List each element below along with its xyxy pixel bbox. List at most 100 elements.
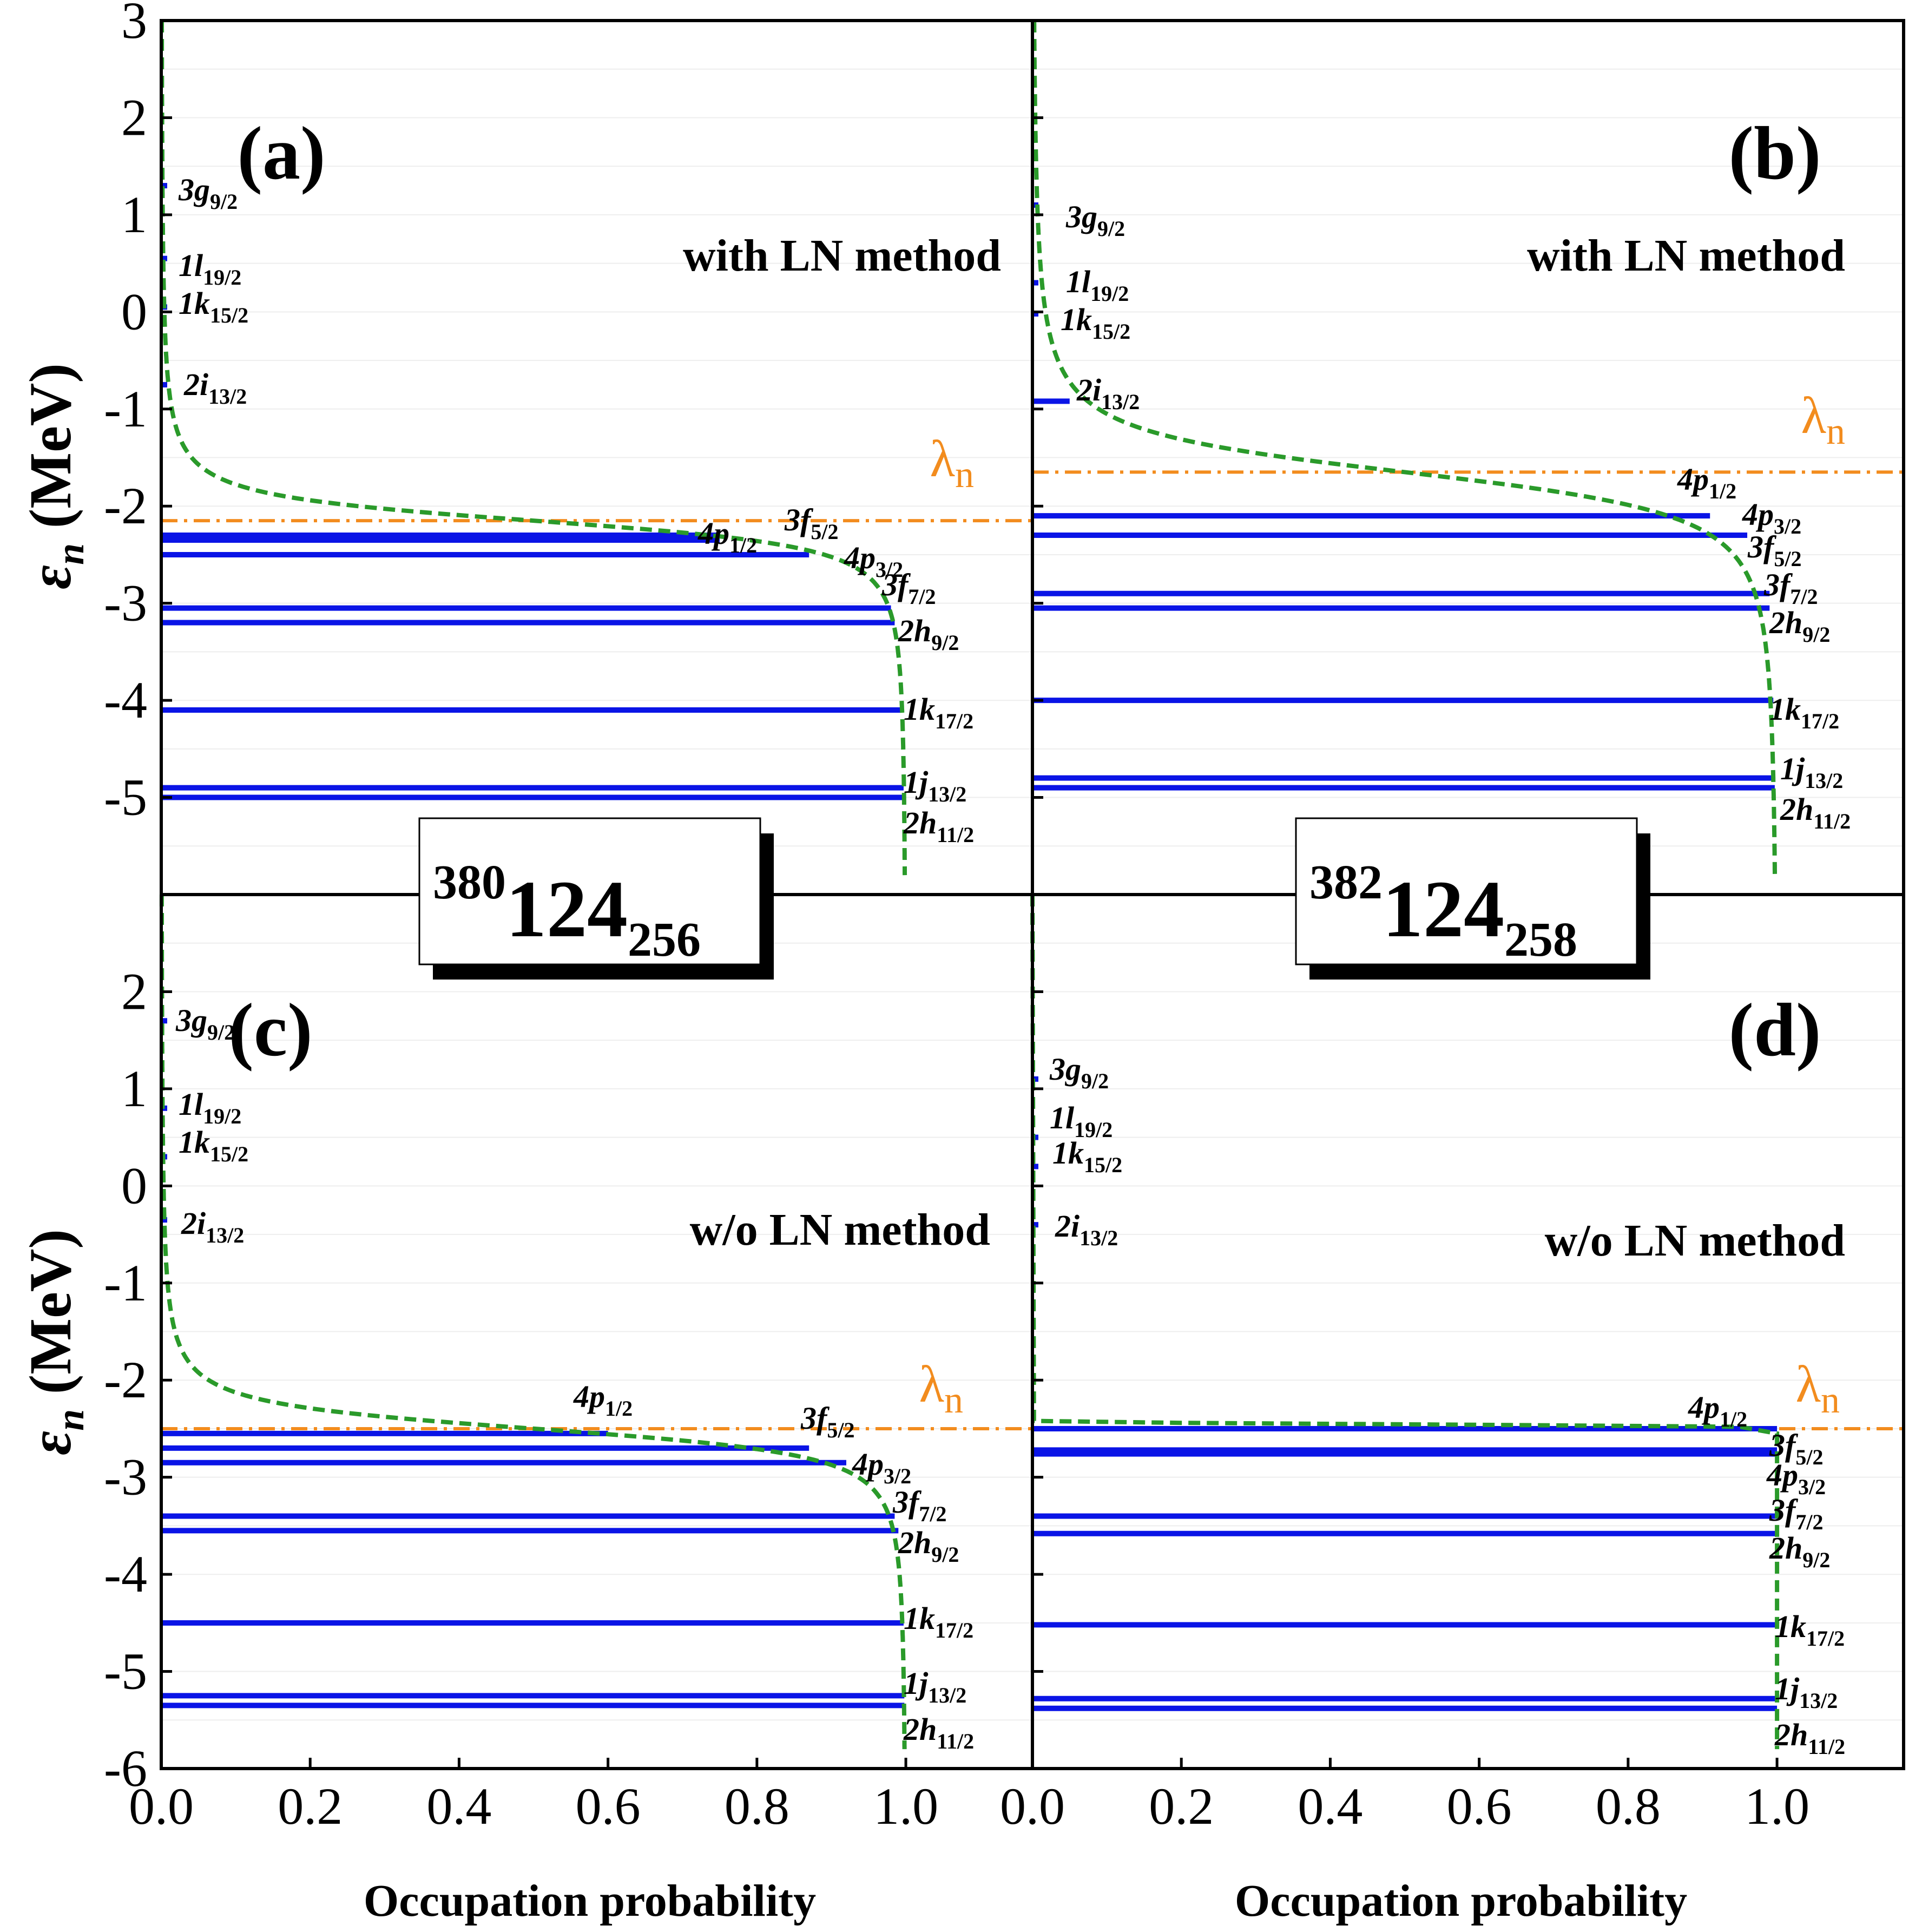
level-label: 3f5/2 [1769, 1428, 1823, 1469]
level-label: 3f7/2 [892, 1484, 946, 1526]
fermi-curve [159, 895, 907, 1750]
nucleus-label: 380124256 [433, 856, 701, 967]
lambda-label: λn [919, 1355, 963, 1421]
level-label: 1l19/2 [179, 248, 241, 290]
y-tick-label: -3 [104, 574, 147, 632]
level-label: 3g9/2 [175, 1003, 235, 1044]
level-label: 1j13/2 [1775, 1671, 1838, 1713]
x-tick-label: 0.2 [278, 1777, 343, 1835]
y-tick-label: -6 [104, 1739, 147, 1797]
y-tick-label: -5 [104, 768, 147, 826]
level-label: 3f5/2 [1747, 529, 1801, 571]
level-label: 1k15/2 [1061, 302, 1130, 344]
nucleus-box-right: 382124258 [1295, 817, 1650, 980]
panel-letter: (b) [1728, 111, 1821, 195]
fermi-curve [160, 21, 907, 876]
x-tick-label: 0.4 [426, 1777, 491, 1835]
level-label: 2h11/2 [903, 805, 974, 847]
y-axis-symbol: ε [17, 565, 83, 589]
y-tick-label: 3 [121, 0, 147, 49]
level-label: 1l19/2 [1066, 264, 1129, 306]
panel-letter: (c) [228, 988, 312, 1072]
y-tick-label: -4 [104, 671, 147, 729]
y-tick-label: -4 [104, 1545, 147, 1603]
level-label: 1k17/2 [1769, 692, 1839, 733]
x-tick-label: 1.0 [873, 1777, 938, 1835]
x-axis-title-left: Occupation probability [364, 1876, 816, 1926]
method-label: with LN method [683, 231, 1001, 281]
svg-text:εn (MeV): εn (MeV) [17, 363, 92, 589]
svg-text:εn (MeV): εn (MeV) [17, 1229, 92, 1455]
level-label: 2i13/2 [183, 367, 247, 409]
level-label: 1j13/2 [904, 1666, 966, 1707]
level-label: 2h9/2 [898, 613, 959, 655]
level-label: 2h9/2 [1769, 605, 1830, 647]
y-tick-label: 1 [121, 186, 147, 244]
level-label: 1j13/2 [1780, 751, 1843, 793]
level-label: 4p3/2 [1766, 1457, 1826, 1499]
nucleus-label: 382124258 [1309, 856, 1577, 967]
x-tick-label: 0.8 [1596, 1777, 1661, 1835]
panel-letter: (d) [1728, 988, 1821, 1072]
x-tick-label: 0.0 [1000, 1777, 1065, 1835]
y-tick-label: 0 [121, 282, 147, 340]
nucleus-box [418, 817, 761, 965]
level-label: 3f7/2 [881, 567, 936, 609]
level-label: 4p1/2 [697, 516, 757, 557]
y-axis-title: (MeV) [17, 363, 83, 528]
method-label: w/o LN method [690, 1205, 990, 1255]
level-label: 1k17/2 [904, 692, 973, 733]
y-tick-label: 2 [121, 88, 147, 146]
y-axis-symbol: ε [17, 1431, 83, 1455]
level-label: 2i13/2 [1055, 1208, 1118, 1250]
lambda-label: λn [1801, 386, 1845, 452]
level-label: 3f7/2 [1763, 567, 1818, 609]
level-label: 2i13/2 [181, 1206, 244, 1247]
x-tick-label: 0.6 [576, 1777, 641, 1835]
level-label: 4p3/2 [844, 540, 903, 582]
x-tick-label: 0.8 [725, 1777, 789, 1835]
y-tick-label: -1 [104, 380, 147, 438]
panel-letter: (a) [237, 111, 325, 195]
lambda-label: λn [1795, 1355, 1840, 1421]
nucleus-box [1295, 817, 1638, 965]
y-tick-label: -5 [104, 1642, 147, 1700]
y-axis-title-top: εn (MeV) [17, 363, 92, 589]
level-label: 1l19/2 [1050, 1100, 1113, 1142]
y-axis-symbol-sub: n [49, 1409, 92, 1431]
level-label: 1k15/2 [1052, 1135, 1122, 1177]
level-label: 1k17/2 [1775, 1609, 1845, 1651]
level-label: 4p1/2 [573, 1379, 633, 1421]
level-label: 3g9/2 [1065, 199, 1125, 241]
fermi-curve [1032, 21, 1778, 876]
lambda-label: λn [930, 430, 974, 496]
level-label: 3f5/2 [800, 1401, 854, 1442]
method-label: w/o LN method [1545, 1215, 1845, 1266]
method-label: with LN method [1527, 231, 1845, 281]
x-tick-label: 1.0 [1745, 1777, 1809, 1835]
level-label: 2h9/2 [1769, 1530, 1830, 1572]
level-label: 1j13/2 [904, 765, 966, 806]
level-label: 4p1/2 [1677, 462, 1736, 503]
level-label: 3g9/2 [1049, 1052, 1109, 1093]
x-tick-label: 0.4 [1298, 1777, 1362, 1835]
level-label: 4p1/2 [1688, 1390, 1747, 1431]
y-tick-label: 1 [121, 1060, 147, 1118]
level-label: 4p3/2 [852, 1447, 911, 1488]
y-tick-label: -3 [104, 1448, 147, 1506]
level-label: 2i13/2 [1076, 372, 1140, 414]
y-tick-label: 0 [121, 1156, 147, 1214]
x-axis-title-right: Occupation probability [1235, 1876, 1687, 1926]
level-label: 2h11/2 [903, 1712, 974, 1753]
level-label: 3f5/2 [784, 502, 838, 544]
y-tick-label: -1 [104, 1254, 147, 1312]
level-label: 1k17/2 [904, 1601, 973, 1642]
x-tick-label: 0.6 [1447, 1777, 1512, 1835]
y-tick-label: 2 [121, 962, 147, 1020]
x-tick-label: 0.0 [129, 1777, 194, 1835]
y-axis-title: (MeV) [17, 1229, 83, 1394]
y-tick-label: -2 [104, 477, 147, 535]
